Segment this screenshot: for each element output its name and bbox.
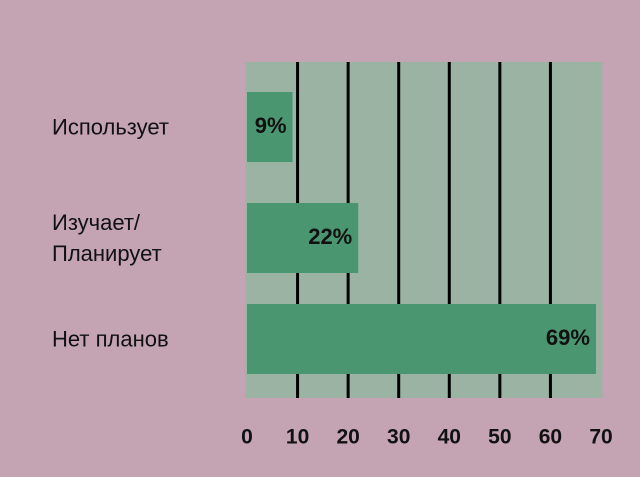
x-tick-label: 20 — [336, 426, 359, 449]
x-tick-label: 60 — [539, 426, 562, 449]
x-tick-label: 50 — [488, 426, 511, 449]
x-tick-label: 70 — [589, 426, 612, 449]
category-label: Нет планов — [52, 326, 169, 352]
x-tick-label: 0 — [241, 426, 253, 449]
value-label: 69% — [546, 325, 590, 350]
x-tick-label: 10 — [286, 426, 309, 449]
category-label: Использует — [52, 114, 169, 140]
bar — [247, 92, 293, 162]
bar — [247, 203, 359, 273]
value-label: 9% — [255, 113, 287, 138]
value-label: 22% — [308, 224, 352, 249]
bar — [247, 304, 596, 374]
x-tick-label: 40 — [438, 426, 461, 449]
x-tick-label: 30 — [387, 426, 410, 449]
category-label: Изучает/ Планирует — [52, 210, 162, 266]
